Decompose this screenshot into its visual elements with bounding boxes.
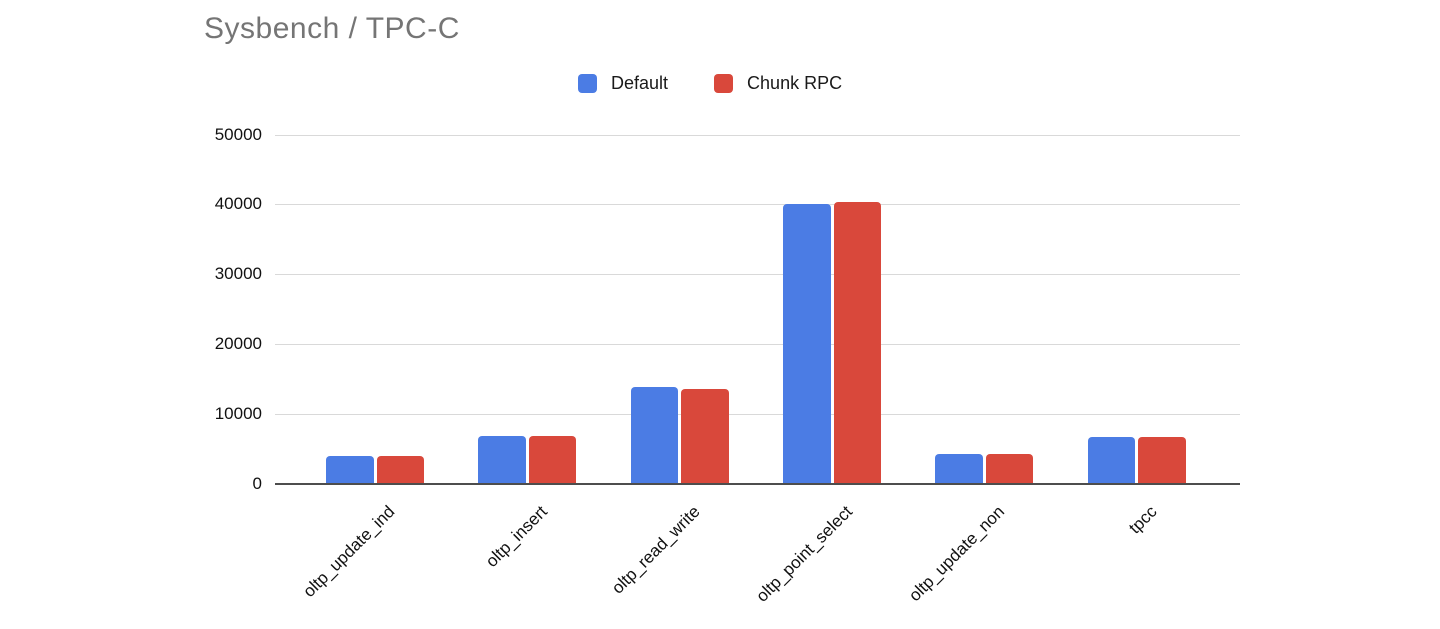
legend-item-default: Default [578,73,668,94]
bar-chunk-rpc-oltp_point_select [833,202,882,484]
x-axis-category-label: oltp_insert [482,502,551,571]
legend-item-chunk-rpc: Chunk RPC [714,73,842,94]
gridline [275,134,1240,136]
y-axis-tick-label: 50000 [214,124,262,144]
bar-default-oltp_update_ind [326,456,374,484]
legend-swatch [578,74,597,93]
bar-default-oltp_insert [478,436,526,484]
x-axis-line [275,482,1240,485]
chart-title: Sysbench / TPC-C [204,12,460,45]
x-axis-category-label: oltp_update_ind [299,502,399,602]
bar-chunk-rpc-oltp_update_non [985,454,1034,484]
y-axis-tick-label: 0 [252,473,262,493]
bar-default-oltp_read_write [630,386,679,484]
y-axis-tick-label: 40000 [214,194,262,214]
x-axis-category-label: oltp_point_select [751,502,856,606]
y-axis-tick-label: 30000 [214,264,262,284]
bar-default-oltp_update_non [935,454,983,484]
bar-chunk-rpc-oltp_update_ind [376,456,425,484]
x-axis-category-label: oltp_read_write [607,502,704,598]
bar-default-tpcc [1087,437,1136,484]
bar-chunk-rpc-oltp_read_write [681,388,729,484]
bar-chunk-rpc-oltp_insert [528,436,577,484]
y-axis-tick-label: 20000 [214,333,262,353]
bar-default-oltp_point_select [783,204,831,484]
gridline [275,274,1240,276]
chart-legend: Default Chunk RPC [578,73,842,94]
x-axis-category-label: oltp_update_non [904,502,1008,606]
gridline [275,343,1240,345]
gridline [275,413,1240,415]
legend-swatch [714,74,734,93]
legend-label: Default [611,73,669,93]
legend-label: Chunk RPC [747,73,843,93]
bar-chunk-rpc-tpcc [1138,437,1186,484]
x-axis-category-label: tpcc [1124,502,1161,538]
gridline [275,204,1240,206]
y-axis-tick-label: 10000 [214,403,262,423]
